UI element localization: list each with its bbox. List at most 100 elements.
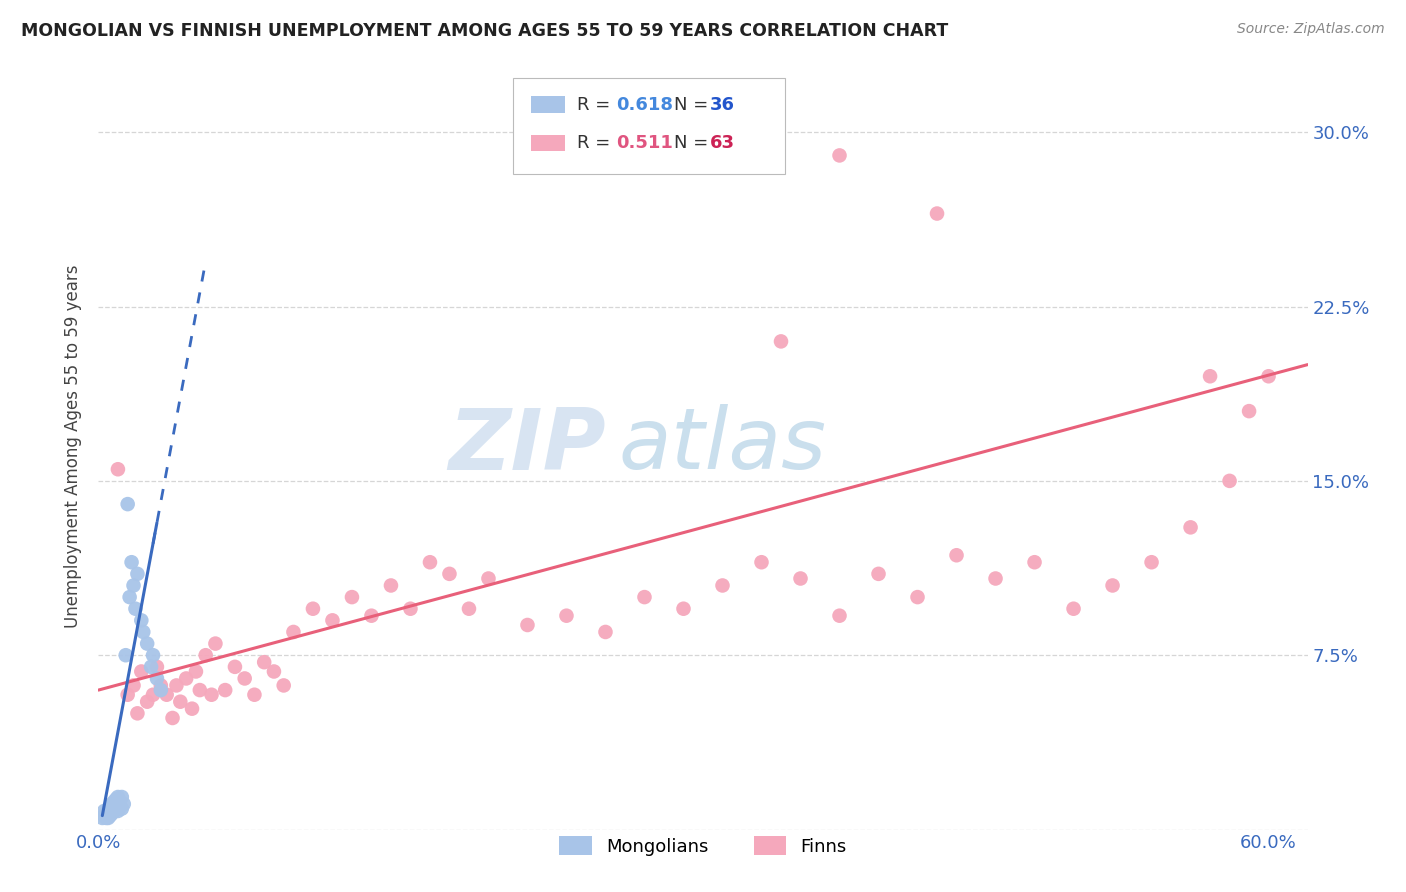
Point [127, 566, 149, 581]
Point [103, 804, 125, 818]
Point [104, 792, 127, 806]
Point [1180, 520, 1202, 534]
Point [139, 660, 162, 674]
Point [360, 608, 382, 623]
Point [107, 790, 129, 805]
Point [122, 578, 145, 592]
Point [112, 797, 135, 811]
Point [165, 678, 187, 692]
Point [1024, 555, 1046, 569]
Point [97, 811, 120, 825]
Text: N =: N = [673, 95, 714, 113]
Point [93, 804, 115, 818]
Point [127, 706, 149, 721]
Text: ZIP: ZIP [449, 404, 606, 488]
Point [111, 790, 134, 805]
Point [1063, 601, 1085, 615]
Point [200, 688, 222, 702]
Point [711, 578, 734, 592]
Legend: Mongolians, Finns: Mongolians, Finns [553, 829, 853, 863]
Point [132, 624, 155, 639]
Point [1199, 369, 1222, 384]
Point [439, 566, 461, 581]
Point [98, 799, 121, 814]
Point [380, 578, 402, 592]
Point [117, 688, 139, 702]
Point [945, 548, 967, 562]
Point [162, 711, 184, 725]
Point [136, 695, 159, 709]
Y-axis label: Unemployment Among Ages 55 to 59 years: Unemployment Among Ages 55 to 59 years [65, 264, 83, 628]
Text: 63: 63 [710, 134, 735, 152]
Point [1219, 474, 1241, 488]
Point [122, 678, 145, 692]
Text: Source: ZipAtlas.com: Source: ZipAtlas.com [1237, 22, 1385, 37]
Text: 0.511: 0.511 [616, 134, 673, 152]
Point [131, 665, 153, 679]
Point [103, 795, 125, 809]
Point [253, 655, 276, 669]
Point [146, 672, 169, 686]
Point [156, 688, 179, 702]
Point [233, 672, 256, 686]
Point [399, 601, 422, 615]
Point [101, 806, 124, 821]
FancyBboxPatch shape [513, 78, 785, 174]
Point [91, 811, 114, 825]
Point [868, 566, 890, 581]
Point [98, 808, 121, 822]
Point [769, 334, 792, 349]
Point [907, 590, 929, 604]
FancyBboxPatch shape [531, 135, 565, 152]
Point [263, 665, 285, 679]
Point [477, 572, 499, 586]
Point [149, 683, 172, 698]
Point [108, 799, 131, 814]
Point [194, 648, 217, 663]
Point [340, 590, 363, 604]
Point [101, 797, 124, 811]
Point [214, 683, 236, 698]
Point [146, 660, 169, 674]
Text: R =: R = [578, 134, 616, 152]
Point [224, 660, 246, 674]
Point [114, 648, 136, 663]
Point [595, 624, 617, 639]
Point [188, 683, 211, 698]
Point [121, 555, 143, 569]
Point [124, 601, 146, 615]
Point [828, 608, 851, 623]
Point [136, 637, 159, 651]
FancyBboxPatch shape [531, 96, 565, 113]
Text: 36: 36 [710, 95, 735, 113]
Point [107, 462, 129, 476]
Point [108, 795, 131, 809]
Point [828, 148, 851, 162]
Point [633, 590, 655, 604]
Point [516, 618, 538, 632]
Point [97, 804, 120, 818]
Point [104, 802, 127, 816]
Point [1140, 555, 1163, 569]
Point [555, 608, 578, 623]
Point [1237, 404, 1260, 418]
Text: MONGOLIAN VS FINNISH UNEMPLOYMENT AMONG AGES 55 TO 59 YEARS CORRELATION CHART: MONGOLIAN VS FINNISH UNEMPLOYMENT AMONG … [21, 22, 948, 40]
Point [243, 688, 266, 702]
Point [751, 555, 773, 569]
Point [1257, 369, 1279, 384]
Point [142, 688, 165, 702]
Text: 0.618: 0.618 [616, 95, 673, 113]
Point [302, 601, 325, 615]
Point [169, 695, 191, 709]
Point [118, 590, 141, 604]
Text: atlas: atlas [619, 404, 827, 488]
Point [107, 804, 129, 818]
Point [321, 613, 343, 627]
Point [789, 572, 811, 586]
Point [174, 672, 197, 686]
Point [96, 806, 118, 821]
Point [283, 624, 305, 639]
Point [93, 808, 115, 822]
Text: N =: N = [673, 134, 714, 152]
Point [984, 572, 1007, 586]
